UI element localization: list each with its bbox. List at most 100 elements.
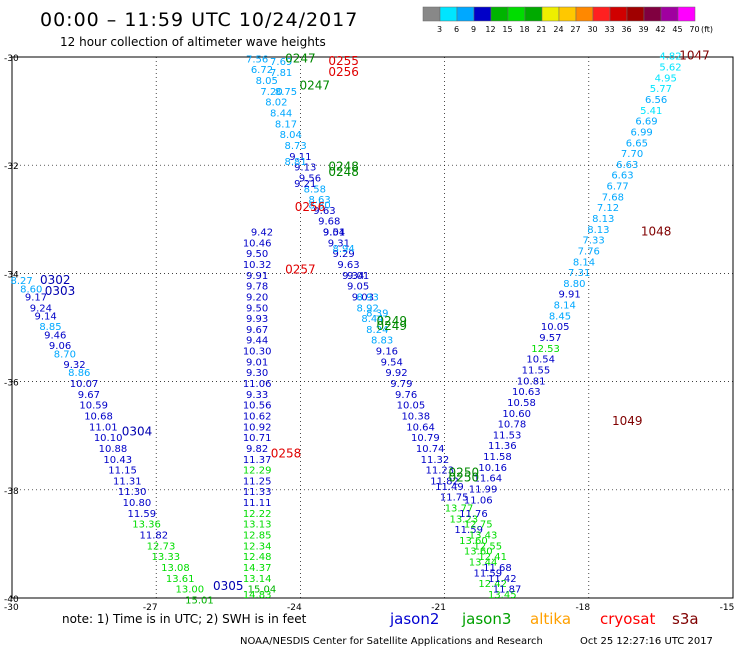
data-point: 11.11 (243, 498, 272, 509)
colorbar-swatch (524, 6, 543, 22)
colorbar-label: 6 (454, 25, 459, 34)
data-point: 12.29 (243, 466, 272, 477)
data-point: 6.56 (645, 95, 667, 106)
data-point: 9.31 (328, 238, 350, 249)
data-point: 9.01 (323, 228, 345, 239)
time-label: 0304 (122, 425, 153, 439)
y-tick-label: -34 (4, 270, 19, 280)
data-point: 11.31 (113, 476, 142, 487)
data-point: 6.63 (611, 171, 633, 182)
data-point: 10.81 (517, 376, 546, 387)
data-point: 9.67 (78, 390, 100, 401)
data-point: 9.46 (44, 330, 66, 341)
data-point: 11.75 (440, 493, 469, 504)
data-point: 10.05 (397, 401, 426, 412)
data-point: 13.44 (469, 558, 498, 569)
data-point: 8.05 (256, 76, 278, 87)
colorbar-label: 3 (437, 25, 442, 34)
data-point: 8.85 (39, 322, 61, 333)
colorbar-label: 27 (570, 25, 580, 34)
data-point: 9.01 (246, 357, 268, 368)
colorbar-label: 24 (553, 25, 563, 34)
data-point: 10.38 (401, 411, 430, 422)
time-label: 0258 (271, 446, 302, 460)
data-point: 9.32 (63, 360, 85, 371)
time-label: 0257 (285, 262, 316, 276)
data-point: 8.04 (280, 130, 302, 141)
colorbar-swatch (626, 6, 645, 22)
x-tick-label: -24 (287, 603, 302, 613)
y-tick-label: -36 (4, 379, 19, 389)
data-point: 11.25 (243, 476, 272, 487)
data-point: 11.33 (243, 487, 272, 498)
data-point: 12.22 (243, 509, 272, 520)
data-point: 9.57 (539, 333, 561, 344)
data-point: 9.50 (246, 249, 268, 260)
data-point: 8.93 (357, 292, 379, 303)
data-point: 9.92 (385, 368, 407, 379)
data-point: 13.43 (469, 530, 498, 541)
y-tick-label: -40 (4, 595, 19, 605)
data-point: 8.13 (587, 225, 609, 236)
legend-altika: altika (530, 610, 571, 628)
data-point: 8.81 (284, 157, 306, 168)
colorbar-label: 12 (485, 25, 495, 34)
data-point: 9.13 (294, 163, 316, 174)
data-point: 11.53 (493, 430, 522, 441)
data-point: 10.64 (406, 422, 435, 433)
data-point: 10.80 (123, 498, 152, 509)
time-label: 0250 (449, 471, 480, 485)
data-point: 8.83 (371, 336, 393, 347)
data-point: 8.17 (275, 119, 297, 130)
time-label: 1048 (641, 225, 672, 239)
data-point: 6.63 (616, 160, 638, 171)
data-point: 11.64 (474, 474, 503, 485)
data-point: 9.63 (337, 260, 359, 271)
data-point: 8.44 (361, 314, 383, 325)
time-label: 1049 (612, 414, 643, 428)
data-point: 14.37 (243, 563, 272, 574)
data-point: 4.95 (655, 73, 677, 84)
data-point: 7.56 (246, 54, 268, 65)
data-point: 13.23 (450, 514, 479, 525)
data-point: 6.69 (635, 117, 657, 128)
legend-cryosat: cryosat (600, 610, 655, 628)
data-point: 11.36 (488, 441, 517, 452)
data-point: 12.34 (243, 541, 272, 552)
data-point: 9.68 (318, 217, 340, 228)
x-tick-label: -21 (431, 603, 446, 613)
data-point: 10.59 (79, 401, 108, 412)
data-point: 6.77 (607, 182, 629, 193)
data-point: 11.55 (522, 365, 551, 376)
data-point: 10.60 (502, 409, 531, 420)
data-point: 6.65 (626, 138, 648, 149)
data-point: 7.70 (621, 149, 643, 160)
data-point: 15.04 (248, 585, 277, 596)
data-point: 11.06 (243, 379, 272, 390)
data-point: 9.24 (30, 303, 52, 314)
data-point: 10.05 (541, 322, 570, 333)
footer-timestamp: Oct 25 12:27:16 UTC 2017 (580, 636, 713, 647)
data-point: 10.30 (243, 347, 272, 358)
data-point: 11.59 (127, 509, 156, 520)
data-point: 11.30 (118, 487, 147, 498)
data-point: 13.60 (464, 547, 493, 558)
time-label: 0303 (45, 284, 76, 298)
data-point: 10.62 (243, 411, 272, 422)
data-point: 4.82 (659, 52, 681, 63)
colorbar-swatch (507, 6, 526, 22)
data-point: 9.30 (246, 368, 268, 379)
data-point: 8.14 (573, 257, 595, 268)
data-point: 10.10 (94, 433, 123, 444)
data-point: 11.06 (464, 495, 493, 506)
data-point: 9.79 (390, 379, 412, 390)
data-point: 9.01 (347, 271, 369, 282)
data-point: 9.91 (558, 290, 580, 301)
data-point: 13.13 (243, 520, 272, 531)
time-label: 0247 (285, 51, 316, 65)
legend: jason2 jason3 altika cryosat s3a (389, 610, 699, 628)
colorbar-label: 21 (536, 25, 546, 34)
data-point: 12.42 (478, 579, 507, 590)
data-point: 7.69 (270, 57, 292, 68)
data-point: 8.60 (20, 284, 42, 295)
